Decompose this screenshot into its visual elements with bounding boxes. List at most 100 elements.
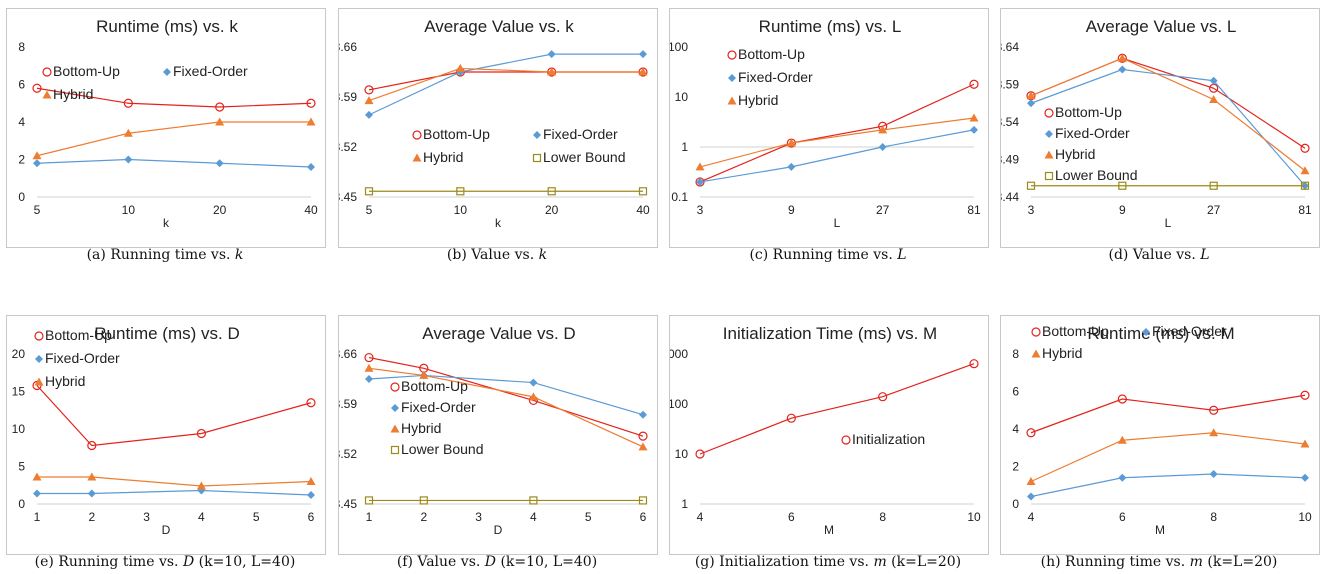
legend-label: Fixed-Order bbox=[1152, 323, 1227, 339]
y-tick-label: 4 bbox=[18, 115, 25, 129]
x-tick-label: 10 bbox=[1298, 510, 1312, 524]
series-line-bottom-up bbox=[36, 87, 312, 108]
legend-marker-lower-bound bbox=[532, 153, 542, 163]
x-tick-label: 4 bbox=[1028, 510, 1035, 524]
series-fixed-order bbox=[1027, 65, 1309, 190]
legend-label: Bottom-Up bbox=[1042, 323, 1109, 339]
data-point-bottom-up bbox=[1026, 428, 1036, 438]
data-point-lower-bound bbox=[1118, 181, 1127, 190]
data-point-fixed-order bbox=[33, 159, 41, 168]
chart-title: Runtime (ms) vs. L bbox=[759, 17, 902, 36]
legend-item-hybrid: Hybrid bbox=[34, 373, 85, 389]
legend-label: Hybrid bbox=[1042, 345, 1082, 361]
x-tick-label: 10 bbox=[454, 203, 468, 217]
y-tick-label: 4 bbox=[1012, 422, 1019, 436]
legend-item-fixed-order: Fixed-Order bbox=[163, 63, 248, 79]
series-line-bottom-up bbox=[368, 71, 643, 91]
series-line-hybrid bbox=[368, 367, 644, 448]
data-point-hybrid bbox=[215, 117, 225, 126]
legend-marker-hybrid bbox=[1031, 349, 1041, 358]
data-point-lower-bound bbox=[364, 496, 374, 505]
y-tick-label: 100 bbox=[670, 40, 688, 54]
chart-panel-d: Average Value vs. L 3.44 3.49 3.54 3.59 3.64 3… bbox=[1000, 8, 1320, 248]
x-tick-label: 3 bbox=[475, 510, 482, 524]
x-tick-label: 20 bbox=[545, 203, 559, 217]
legend-item-hybrid: Hybrid bbox=[412, 149, 463, 165]
x-tick-label: 1 bbox=[366, 510, 373, 524]
chart-panel-c: Runtime (ms) vs. L 0.1 1 10 100 3 9 27 81 L Bottom… bbox=[669, 8, 989, 248]
data-point-lower-bound bbox=[529, 496, 538, 505]
data-point-fixed-order bbox=[215, 159, 224, 168]
x-axis-label: D bbox=[494, 523, 503, 537]
data-point-fixed-order bbox=[1118, 473, 1127, 482]
legend-label: Bottom-Up bbox=[738, 46, 805, 62]
chart-svg-g: Initialization Time (ms) vs. M 1 10 100 1000… bbox=[670, 324, 981, 537]
legend-label: Fixed-Order bbox=[1055, 125, 1130, 141]
data-point-initialization bbox=[695, 449, 705, 459]
data-point-initialization bbox=[878, 392, 888, 402]
data-point-bottom-up bbox=[32, 83, 42, 93]
legend-item-fixed-order: Fixed-Order bbox=[1142, 323, 1227, 339]
legend-item-hybrid: Hybrid bbox=[42, 86, 93, 102]
data-point-lower-bound bbox=[1300, 181, 1310, 190]
data-point-lower-bound bbox=[419, 496, 428, 505]
legend-marker-bottom-up bbox=[390, 382, 400, 392]
data-point-hybrid bbox=[1117, 53, 1127, 62]
data-point-bottom-up bbox=[1209, 405, 1219, 415]
y-tick-label: 6 bbox=[1012, 385, 1019, 399]
chart-title: Average Value vs. D bbox=[422, 324, 575, 343]
x-tick-label: 6 bbox=[788, 510, 795, 524]
data-point-lower-bound bbox=[364, 187, 374, 196]
x-axis-label: k bbox=[163, 216, 170, 230]
series-line-fixed-order bbox=[1030, 473, 1306, 498]
y-tick-label: 10 bbox=[675, 90, 689, 104]
data-point-bottom-up bbox=[1300, 143, 1310, 153]
data-point-fixed-order bbox=[365, 375, 373, 383]
y-tick-label: 15 bbox=[12, 385, 26, 399]
data-point-bottom-up bbox=[364, 85, 374, 95]
x-tick-label: 81 bbox=[967, 203, 981, 217]
y-tick-label: 6 bbox=[18, 78, 25, 92]
series-line-bottom-up bbox=[1030, 394, 1306, 434]
data-point-fixed-order bbox=[33, 489, 41, 498]
y-tick-label: 0 bbox=[18, 497, 25, 511]
data-point-fixed-order bbox=[1027, 492, 1035, 501]
legend-item-bottom-up: Bottom-Up bbox=[390, 378, 468, 394]
data-point-lower-bound bbox=[456, 187, 465, 196]
legend-marker-hybrid bbox=[34, 377, 44, 386]
data-point-lower-bound bbox=[638, 187, 648, 196]
series-line-fixed-order bbox=[37, 489, 312, 496]
y-tick-label: 3.45 bbox=[339, 190, 357, 204]
legend-label: Fixed-Order bbox=[173, 63, 248, 79]
y-tick-label: 3.66 bbox=[339, 40, 357, 54]
series-line-fixed-order bbox=[36, 158, 312, 168]
y-tick-label: 3.52 bbox=[339, 447, 357, 461]
series-lower-bound bbox=[1026, 181, 1310, 190]
data-point-bottom-up bbox=[306, 98, 316, 108]
legend-label: Lower Bound bbox=[401, 441, 484, 457]
legend-marker-hybrid bbox=[390, 424, 400, 433]
legend-label: Fixed-Order bbox=[401, 399, 476, 415]
y-tick-label: 2 bbox=[1012, 460, 1019, 474]
y-tick-label: 8 bbox=[18, 40, 25, 54]
series-fixed-order bbox=[33, 155, 315, 171]
y-tick-label: 3.59 bbox=[1001, 78, 1019, 92]
chart-panel-a: Runtime (ms) vs. k 0 2 4 6 8 5 10 20 40 k Bottom-Up… bbox=[6, 8, 326, 248]
data-point-bottom-up bbox=[196, 428, 206, 439]
x-tick-label: 1 bbox=[34, 510, 41, 524]
data-point-hybrid bbox=[419, 370, 429, 379]
legend-label: Hybrid bbox=[423, 149, 463, 165]
x-tick-label: 10 bbox=[122, 203, 136, 217]
x-tick-label: 27 bbox=[1207, 203, 1221, 217]
x-tick-label: 8 bbox=[879, 510, 886, 524]
legend-item-bottom-up: Bottom-Up bbox=[727, 46, 805, 62]
series-hybrid bbox=[1026, 53, 1310, 175]
chart-title: Average Value vs. L bbox=[1086, 17, 1237, 36]
y-tick-label: 1 bbox=[681, 140, 688, 154]
legend-marker-fixed-order bbox=[1045, 130, 1053, 138]
data-point-hybrid bbox=[786, 138, 796, 147]
series-bottom-up bbox=[32, 83, 316, 112]
series-hybrid bbox=[695, 113, 979, 171]
legend-label: Fixed-Order bbox=[45, 350, 120, 366]
data-point-fixed-order bbox=[529, 378, 538, 387]
